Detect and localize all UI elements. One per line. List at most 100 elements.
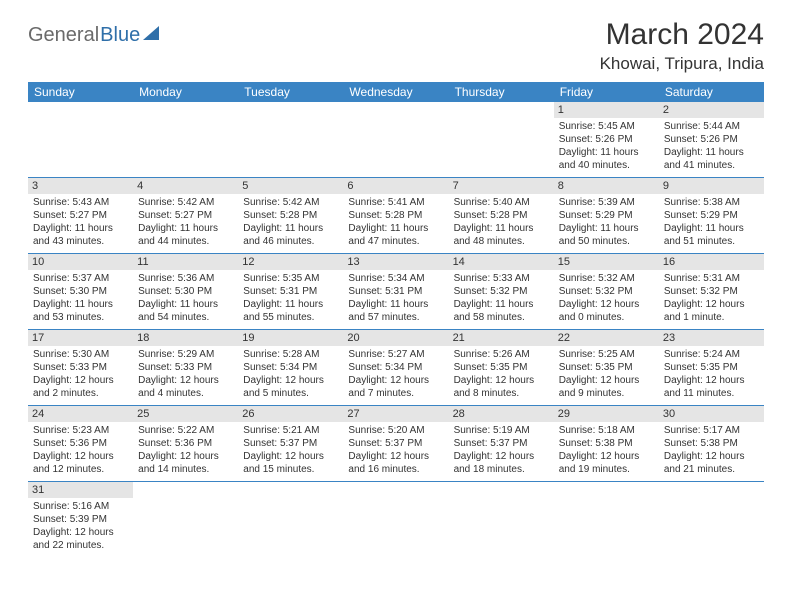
calendar-cell: 12 Sunrise: 5:35 AMSunset: 5:31 PMDayligh… — [238, 254, 343, 330]
daylight-line: Daylight: 12 hours and 2 minutes. — [33, 374, 128, 400]
daylight-line: Daylight: 12 hours and 19 minutes. — [559, 450, 654, 476]
daylight-line: Daylight: 12 hours and 11 minutes. — [664, 374, 759, 400]
calendar-cell: 8Sunrise: 5:39 AMSunset: 5:29 PMDaylight… — [554, 178, 659, 254]
calendar-cell — [28, 102, 133, 178]
calendar-cell — [238, 102, 343, 178]
sunset-line: Sunset: 5:27 PM — [33, 209, 128, 222]
sunrise-line: Sunrise: 5:26 AM — [454, 348, 549, 361]
calendar-cell: 26Sunrise: 5:21 AMSunset: 5:37 PMDayligh… — [238, 406, 343, 482]
sunset-line: Sunset: 5:30 PM — [33, 285, 128, 298]
day-number: 3 — [28, 178, 133, 194]
day-number: 15 — [554, 254, 659, 270]
sunset-line: Sunset: 5:37 PM — [454, 437, 549, 450]
sunrise-line: Sunrise: 5:21 AM — [243, 424, 338, 437]
day-number: 11 — [133, 254, 238, 270]
header: General Blue March 2024 Khowai, Tripura,… — [28, 18, 764, 74]
weekday-header: Tuesday — [238, 82, 343, 102]
calendar-cell: 31Sunrise: 5:16 AMSunset: 5:39 PMDayligh… — [28, 482, 133, 558]
daylight-line: Daylight: 11 hours and 47 minutes. — [348, 222, 443, 248]
calendar-cell — [133, 102, 238, 178]
calendar-cell: 22Sunrise: 5:25 AMSunset: 5:35 PMDayligh… — [554, 330, 659, 406]
brand-part2: Blue — [100, 24, 140, 47]
sunrise-line: Sunrise: 5:22 AM — [138, 424, 233, 437]
sunset-line: Sunset: 5:35 PM — [664, 361, 759, 374]
sunset-line: Sunset: 5:34 PM — [243, 361, 338, 374]
calendar-row: 31Sunrise: 5:16 AMSunset: 5:39 PMDayligh… — [28, 482, 764, 558]
sunrise-line: Sunrise: 5:32 AM — [559, 272, 654, 285]
sail-icon — [143, 26, 159, 40]
sunset-line: Sunset: 5:36 PM — [33, 437, 128, 450]
sunset-line: Sunset: 5:28 PM — [348, 209, 443, 222]
daylight-line: Daylight: 11 hours and 51 minutes. — [664, 222, 759, 248]
sunrise-line: Sunrise: 5:45 AM — [559, 120, 654, 133]
calendar-cell: 13Sunrise: 5:34 AMSunset: 5:31 PMDayligh… — [343, 254, 448, 330]
sunset-line: Sunset: 5:31 PM — [243, 285, 338, 298]
day-number — [343, 102, 448, 118]
calendar-cell — [343, 482, 448, 558]
weekday-header: Wednesday — [343, 82, 448, 102]
day-number: 12 — [238, 254, 343, 270]
calendar-cell — [659, 482, 764, 558]
calendar-cell: 7Sunrise: 5:40 AMSunset: 5:28 PMDaylight… — [449, 178, 554, 254]
day-number: 10 — [28, 254, 133, 270]
sunrise-line: Sunrise: 5:35 AM — [243, 272, 338, 285]
day-number: 21 — [449, 330, 554, 346]
day-number: 4 — [133, 178, 238, 194]
sunrise-line: Sunrise: 5:29 AM — [138, 348, 233, 361]
sunrise-line: Sunrise: 5:34 AM — [348, 272, 443, 285]
sunrise-line: Sunrise: 5:16 AM — [33, 500, 128, 513]
calendar-cell: 5Sunrise: 5:42 AMSunset: 5:28 PMDaylight… — [238, 178, 343, 254]
day-number: 22 — [554, 330, 659, 346]
weekday-header: Saturday — [659, 82, 764, 102]
sunset-line: Sunset: 5:34 PM — [348, 361, 443, 374]
daylight-line: Daylight: 11 hours and 55 minutes. — [243, 298, 338, 324]
calendar-cell: 15Sunrise: 5:32 AMSunset: 5:32 PMDayligh… — [554, 254, 659, 330]
calendar-table: SundayMondayTuesdayWednesdayThursdayFrid… — [28, 82, 764, 557]
calendar-cell: 9Sunrise: 5:38 AMSunset: 5:29 PMDaylight… — [659, 178, 764, 254]
sunrise-line: Sunrise: 5:37 AM — [33, 272, 128, 285]
weekday-header: Monday — [133, 82, 238, 102]
sunrise-line: Sunrise: 5:31 AM — [664, 272, 759, 285]
day-number — [238, 102, 343, 118]
daylight-line: Daylight: 12 hours and 8 minutes. — [454, 374, 549, 400]
day-number: 8 — [554, 178, 659, 194]
sunrise-line: Sunrise: 5:27 AM — [348, 348, 443, 361]
daylight-line: Daylight: 12 hours and 7 minutes. — [348, 374, 443, 400]
day-number — [343, 482, 448, 498]
day-number: 16 — [659, 254, 764, 270]
calendar-cell — [238, 482, 343, 558]
calendar-cell: 14Sunrise: 5:33 AMSunset: 5:32 PMDayligh… — [449, 254, 554, 330]
calendar-cell: 4Sunrise: 5:42 AMSunset: 5:27 PMDaylight… — [133, 178, 238, 254]
daylight-line: Daylight: 12 hours and 9 minutes. — [559, 374, 654, 400]
calendar-cell: 24Sunrise: 5:23 AMSunset: 5:36 PMDayligh… — [28, 406, 133, 482]
calendar-cell: 19Sunrise: 5:28 AMSunset: 5:34 PMDayligh… — [238, 330, 343, 406]
daylight-line: Daylight: 12 hours and 5 minutes. — [243, 374, 338, 400]
sunset-line: Sunset: 5:32 PM — [664, 285, 759, 298]
day-number: 13 — [343, 254, 448, 270]
daylight-line: Daylight: 11 hours and 50 minutes. — [559, 222, 654, 248]
daylight-line: Daylight: 11 hours and 54 minutes. — [138, 298, 233, 324]
day-number: 31 — [28, 482, 133, 498]
calendar-cell — [449, 482, 554, 558]
sunrise-line: Sunrise: 5:33 AM — [454, 272, 549, 285]
sunset-line: Sunset: 5:33 PM — [138, 361, 233, 374]
daylight-line: Daylight: 11 hours and 41 minutes. — [664, 146, 759, 172]
daylight-line: Daylight: 11 hours and 48 minutes. — [454, 222, 549, 248]
day-number: 14 — [449, 254, 554, 270]
calendar-row: 10 Sunrise: 5:37 AMSunset: 5:30 PM Dayligh… — [28, 254, 764, 330]
day-number: 19 — [238, 330, 343, 346]
calendar-cell: 6Sunrise: 5:41 AMSunset: 5:28 PMDaylight… — [343, 178, 448, 254]
sunrise-line: Sunrise: 5:36 AM — [138, 272, 233, 285]
sunset-line: Sunset: 5:29 PM — [664, 209, 759, 222]
sunset-line: Sunset: 5:38 PM — [559, 437, 654, 450]
day-number — [449, 102, 554, 118]
day-number: 9 — [659, 178, 764, 194]
day-number: 5 — [238, 178, 343, 194]
day-number: 2 — [659, 102, 764, 118]
daylight-line: Daylight: 11 hours and 57 minutes. — [348, 298, 443, 324]
daylight-line: Daylight: 11 hours and 58 minutes. — [454, 298, 549, 324]
day-number: 1 — [554, 102, 659, 118]
calendar-cell: 16Sunrise: 5:31 AMSunset: 5:32 PMDayligh… — [659, 254, 764, 330]
daylight-line: Daylight: 12 hours and 21 minutes. — [664, 450, 759, 476]
daylight-line: Daylight: 12 hours and 12 minutes. — [33, 450, 128, 476]
